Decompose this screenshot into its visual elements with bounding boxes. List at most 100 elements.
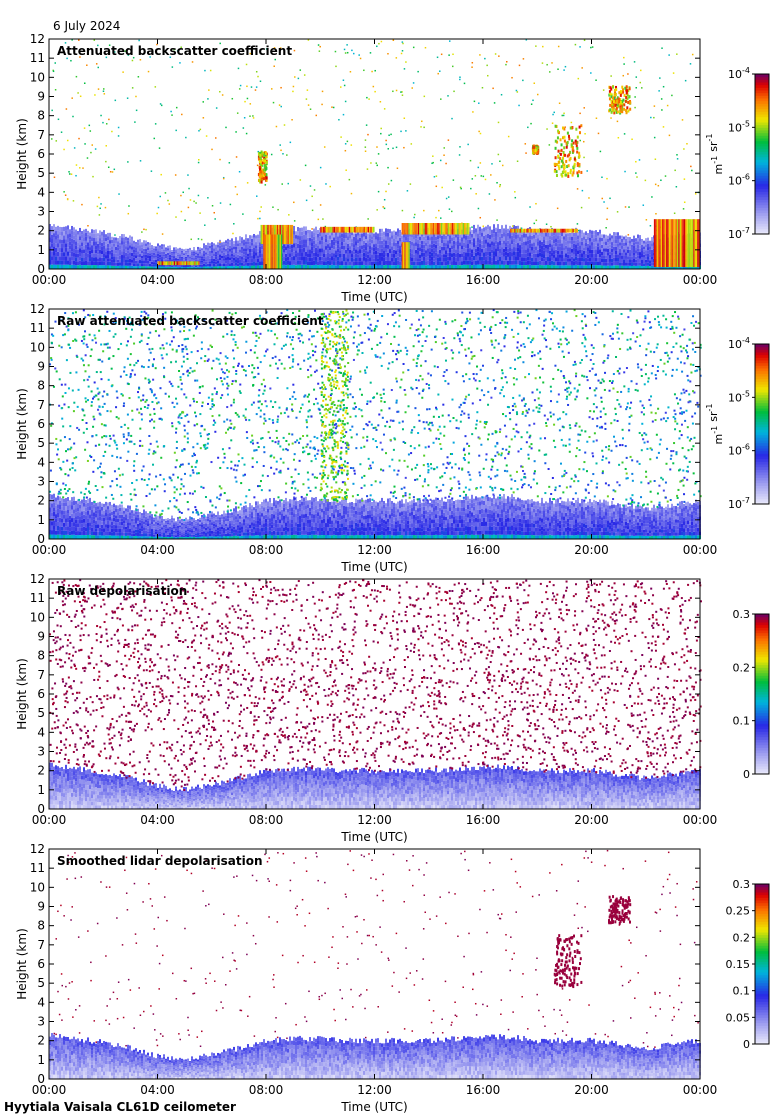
bl-cell [93,237,95,242]
bl-cell [321,244,323,249]
bl-cell [623,246,625,250]
bl-cell [337,248,339,253]
bl-cell [283,260,285,265]
bl-cell [321,232,323,237]
precip-cell [408,242,410,269]
speckle [405,130,407,132]
bl-cell [155,250,157,254]
speckle [255,86,258,88]
cloud-cell [534,228,536,233]
bl-cell [339,250,341,254]
bl-cell [539,244,541,249]
speckle [406,190,409,192]
bl-cell [619,252,621,256]
colorbar-segment [755,194,769,198]
speckle [432,161,434,164]
bl-cell [481,236,483,241]
bl-cell [117,238,119,242]
bl-cell [553,246,555,251]
bl-cell [613,243,615,247]
bl-cell [465,248,467,253]
speckle [299,69,302,71]
bl-cell [51,226,53,231]
bl-cell [581,241,583,246]
bl-cell [51,507,53,513]
upper-cloud-cell [612,100,615,104]
bl-cell [591,249,593,254]
bl-cell [219,251,221,255]
bl-cell [547,264,549,269]
bl-cell [589,245,591,250]
speckle [683,201,686,203]
bl-cell [143,260,145,264]
bl-cell [479,260,481,265]
bl-cell [643,246,645,250]
bl-cell [173,251,175,254]
bl-cell [431,248,433,253]
bl-cell [471,257,473,262]
cloud-cell [514,228,516,233]
bl-cell [83,245,85,250]
bl-cell [415,249,417,254]
bl-cell [129,248,131,253]
bl-cell [423,264,425,269]
cloud-cell [449,223,451,235]
speckle [385,143,388,146]
bl-cell [647,262,649,266]
bl-cell [553,257,555,262]
bl-cell [387,252,389,257]
cloud-cell [525,228,527,233]
speckle [95,63,98,65]
bl-cell [221,261,223,264]
bl-cell [57,238,59,244]
speckle [445,162,447,165]
bl-cell [99,253,101,258]
cloud-cell [183,261,185,266]
bl-cell [413,265,415,269]
bl-cell [395,231,397,236]
bl-cell [497,264,499,269]
bl-cell [199,258,201,261]
bl-cell [87,261,89,266]
bl-cell [643,240,645,244]
bl-cell [389,229,391,234]
bl-cell [169,247,171,251]
bl-cell [517,247,519,252]
bl-cell [317,245,319,250]
bl-cell [525,253,527,258]
bl-cell [349,253,351,258]
colorbar-segment [755,100,769,104]
speckle [154,86,157,88]
bl-cell [79,264,81,269]
bl-cell [327,260,329,265]
cloud-cell [415,223,417,235]
bl-cell [495,260,497,265]
bl-cell [603,262,605,266]
bl-cell [379,244,381,249]
speckle [138,39,140,42]
bl-cell [341,245,343,250]
bl-cell [385,228,387,233]
bl-cell [577,257,579,262]
bl-cell [59,530,61,535]
precip-cell [404,242,406,269]
bl-cell [393,238,395,243]
y-tick-label: 2 [37,224,45,238]
bl-cell [67,225,69,230]
cloud-cell [360,226,363,233]
speckle [438,209,440,212]
bl-cell [163,259,165,262]
bl-cell [55,514,57,519]
bl-cell [437,265,439,269]
bl-cell [335,254,337,258]
bl-cell [235,249,237,254]
bl-cell [181,266,183,269]
bl-cell [627,262,629,266]
speckle [321,103,323,106]
bl-cell [115,259,117,263]
bl-cell [289,257,291,262]
bl-cell [385,244,387,249]
bl-cell [157,248,159,252]
bl-cell [515,238,517,244]
bl-cell [73,264,75,269]
